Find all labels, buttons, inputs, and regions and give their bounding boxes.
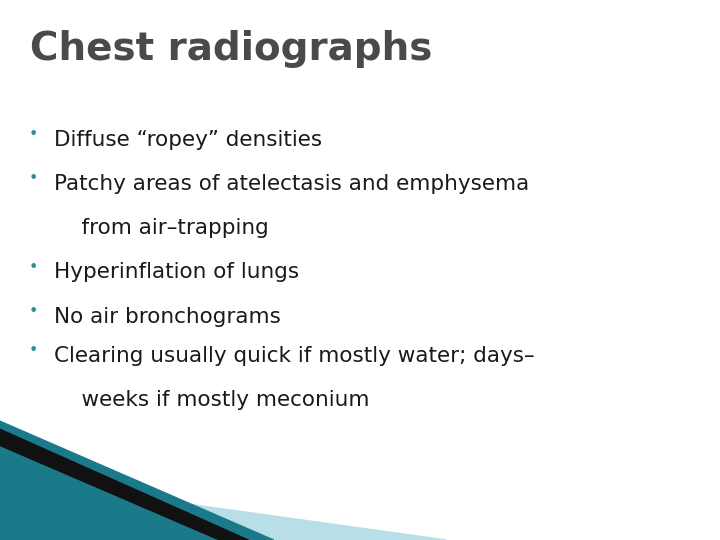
- Text: weeks if mostly meconium: weeks if mostly meconium: [54, 390, 369, 410]
- Polygon shape: [0, 429, 248, 540]
- Text: •: •: [29, 260, 38, 275]
- Text: from air–trapping: from air–trapping: [54, 218, 269, 238]
- Text: Patchy areas of atelectasis and emphysema: Patchy areas of atelectasis and emphysem…: [54, 174, 529, 194]
- Text: Hyperinflation of lungs: Hyperinflation of lungs: [54, 262, 299, 282]
- Text: •: •: [29, 304, 38, 319]
- Polygon shape: [0, 421, 274, 540]
- Text: Clearing usually quick if mostly water; days–: Clearing usually quick if mostly water; …: [54, 346, 535, 366]
- Text: Chest radiographs: Chest radiographs: [30, 30, 433, 68]
- Text: •: •: [29, 127, 38, 142]
- Polygon shape: [0, 478, 446, 540]
- Text: Diffuse “ropey” densities: Diffuse “ropey” densities: [54, 130, 322, 150]
- Text: •: •: [29, 343, 38, 358]
- Text: No air bronchograms: No air bronchograms: [54, 307, 281, 327]
- Polygon shape: [0, 446, 274, 540]
- Text: •: •: [29, 171, 38, 186]
